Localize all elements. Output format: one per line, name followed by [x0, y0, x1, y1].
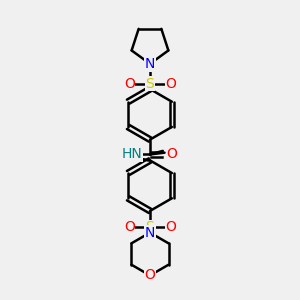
Text: S: S — [146, 220, 154, 234]
Text: O: O — [124, 77, 135, 91]
Text: O: O — [145, 268, 155, 282]
Text: HN: HN — [122, 148, 142, 161]
Text: S: S — [146, 77, 154, 91]
Text: N: N — [145, 57, 155, 71]
Text: O: O — [165, 77, 176, 91]
Text: O: O — [165, 220, 176, 234]
Text: N: N — [145, 226, 155, 240]
Text: O: O — [166, 148, 177, 161]
Text: O: O — [124, 220, 135, 234]
